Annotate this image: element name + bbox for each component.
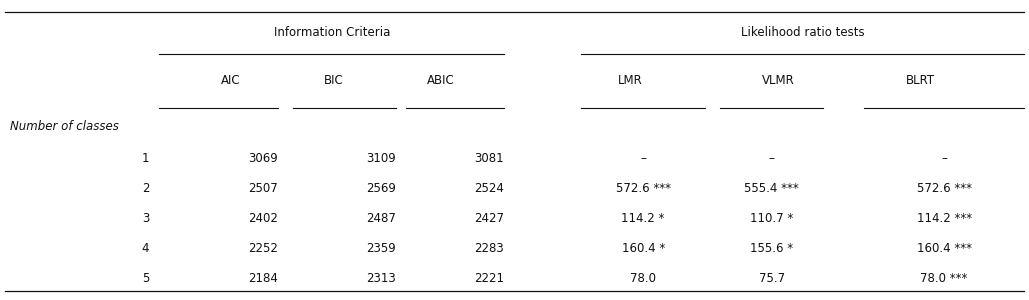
Text: Information Criteria: Information Criteria [274,26,390,40]
Text: 75.7: 75.7 [758,272,785,286]
Text: LMR: LMR [617,74,642,88]
Text: Number of classes: Number of classes [10,119,119,133]
Text: 2: 2 [142,182,149,196]
Text: BIC: BIC [324,74,344,88]
Text: –: – [942,152,947,166]
Text: –: – [769,152,775,166]
Text: 3081: 3081 [474,152,504,166]
Text: 2402: 2402 [248,212,278,226]
Text: 2313: 2313 [366,272,396,286]
Text: VLMR: VLMR [761,74,794,88]
Text: 2221: 2221 [474,272,504,286]
Text: 3069: 3069 [248,152,278,166]
Text: 155.6 *: 155.6 * [750,242,793,256]
Text: 2184: 2184 [248,272,278,286]
Text: 2359: 2359 [366,242,396,256]
Text: ABIC: ABIC [427,74,455,88]
Text: 572.6 ***: 572.6 *** [917,182,971,196]
Text: 3109: 3109 [366,152,396,166]
Text: BLRT: BLRT [906,74,934,88]
Text: 160.4 *: 160.4 * [622,242,665,256]
Text: 2569: 2569 [366,182,396,196]
Text: 1: 1 [142,152,149,166]
Text: 114.2 ***: 114.2 *** [917,212,971,226]
Text: 114.2 *: 114.2 * [622,212,665,226]
Text: 2283: 2283 [474,242,504,256]
Text: AIC: AIC [221,74,241,88]
Text: Likelihood ratio tests: Likelihood ratio tests [741,26,864,40]
Text: 555.4 ***: 555.4 *** [744,182,800,196]
Text: 572.6 ***: 572.6 *** [615,182,671,196]
Text: 78.0: 78.0 [630,272,657,286]
Text: 78.0 ***: 78.0 *** [920,272,968,286]
Text: –: – [640,152,646,166]
Text: 5: 5 [142,272,149,286]
Text: 4: 4 [142,242,149,256]
Text: 3: 3 [142,212,149,226]
Text: 110.7 *: 110.7 * [750,212,793,226]
Text: 2487: 2487 [366,212,396,226]
Text: 2507: 2507 [248,182,278,196]
Text: 160.4 ***: 160.4 *** [917,242,971,256]
Text: 2524: 2524 [474,182,504,196]
Text: 2252: 2252 [248,242,278,256]
Text: 2427: 2427 [474,212,504,226]
